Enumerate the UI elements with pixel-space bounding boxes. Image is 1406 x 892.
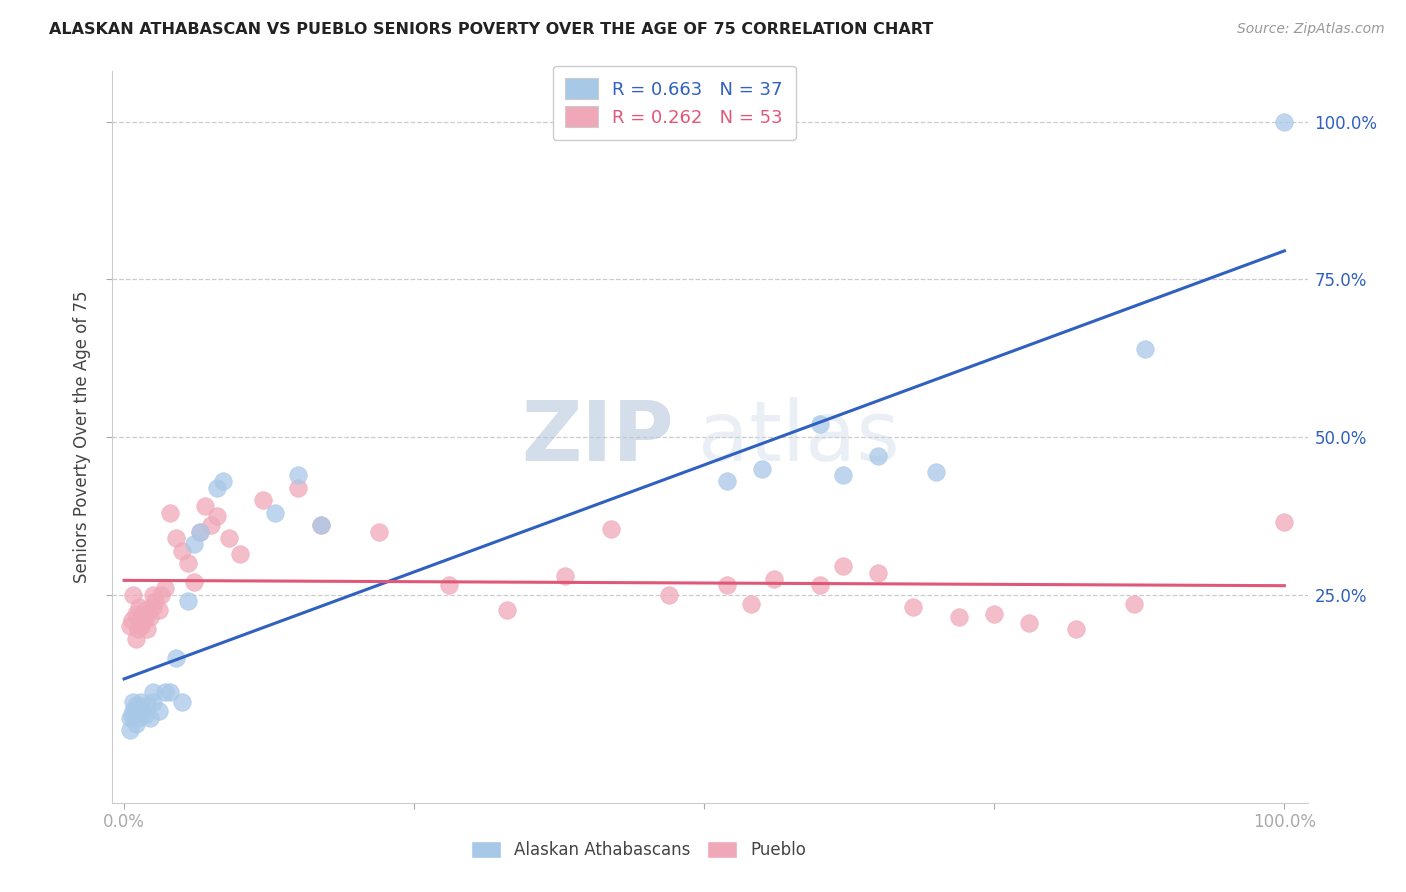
Point — [131, 705, 153, 719]
Point — [159, 685, 181, 699]
Point — [183, 537, 205, 551]
Point — [142, 600, 165, 615]
Point — [125, 698, 148, 712]
Point — [148, 603, 170, 617]
Point — [122, 705, 145, 719]
Point — [762, 572, 785, 586]
Point — [205, 481, 228, 495]
Point — [131, 609, 153, 624]
Point — [142, 588, 165, 602]
Point — [142, 695, 165, 709]
Point — [118, 619, 141, 633]
Point — [287, 481, 309, 495]
Point — [188, 524, 211, 539]
Point — [127, 623, 149, 637]
Point — [1133, 342, 1156, 356]
Point — [925, 465, 948, 479]
Point — [128, 600, 150, 615]
Point — [200, 518, 222, 533]
Point — [125, 632, 148, 646]
Point — [153, 685, 176, 699]
Y-axis label: Seniors Poverty Over the Age of 75: Seniors Poverty Over the Age of 75 — [73, 291, 91, 583]
Point — [118, 711, 141, 725]
Point — [868, 449, 890, 463]
Point — [368, 524, 391, 539]
Point — [128, 701, 150, 715]
Point — [437, 578, 460, 592]
Legend: Alaskan Athabascans, Pueblo: Alaskan Athabascans, Pueblo — [463, 833, 814, 868]
Point — [150, 588, 173, 602]
Point — [1018, 616, 1040, 631]
Point — [134, 707, 156, 722]
Point — [125, 607, 148, 621]
Point — [868, 566, 890, 580]
Point — [188, 524, 211, 539]
Point — [264, 506, 287, 520]
Point — [211, 474, 233, 488]
Point — [716, 474, 738, 488]
Point — [740, 597, 762, 611]
Point — [122, 588, 145, 602]
Point — [172, 543, 194, 558]
Point — [138, 711, 160, 725]
Point — [177, 594, 200, 608]
Text: ZIP: ZIP — [522, 397, 675, 477]
Point — [716, 578, 738, 592]
Point — [496, 603, 519, 617]
Point — [183, 575, 205, 590]
Point — [136, 698, 159, 712]
Point — [131, 695, 153, 709]
Point — [311, 518, 333, 533]
Point — [125, 717, 148, 731]
Point — [136, 623, 159, 637]
Point — [138, 609, 160, 624]
Text: atlas: atlas — [699, 397, 900, 477]
Point — [832, 559, 855, 574]
Point — [148, 705, 170, 719]
Point — [1064, 623, 1087, 637]
Point — [145, 594, 167, 608]
Point — [1122, 597, 1144, 611]
Point — [159, 506, 181, 520]
Point — [808, 417, 831, 432]
Point — [1272, 115, 1295, 129]
Point — [165, 531, 187, 545]
Text: Source: ZipAtlas.com: Source: ZipAtlas.com — [1237, 22, 1385, 37]
Point — [205, 508, 228, 523]
Point — [127, 711, 149, 725]
Point — [658, 588, 681, 602]
Point — [751, 461, 773, 475]
Text: ALASKAN ATHABASCAN VS PUEBLO SENIORS POVERTY OVER THE AGE OF 75 CORRELATION CHAR: ALASKAN ATHABASCAN VS PUEBLO SENIORS POV… — [49, 22, 934, 37]
Point — [177, 556, 200, 570]
Point — [311, 518, 333, 533]
Point — [287, 467, 309, 482]
Point — [122, 695, 145, 709]
Point — [229, 547, 252, 561]
Point — [136, 607, 159, 621]
Point — [118, 723, 141, 738]
Point — [131, 619, 153, 633]
Point — [901, 600, 924, 615]
Point — [172, 695, 194, 709]
Point — [948, 609, 970, 624]
Point — [1272, 515, 1295, 529]
Point — [142, 685, 165, 699]
Point — [600, 521, 623, 535]
Point — [165, 650, 187, 665]
Point — [121, 613, 143, 627]
Point — [252, 493, 274, 508]
Point — [121, 707, 143, 722]
Point — [808, 578, 831, 592]
Point — [134, 603, 156, 617]
Point — [132, 613, 155, 627]
Point — [218, 531, 240, 545]
Point — [554, 569, 576, 583]
Point — [194, 500, 217, 514]
Point — [153, 582, 176, 596]
Point — [832, 467, 855, 482]
Point — [983, 607, 1005, 621]
